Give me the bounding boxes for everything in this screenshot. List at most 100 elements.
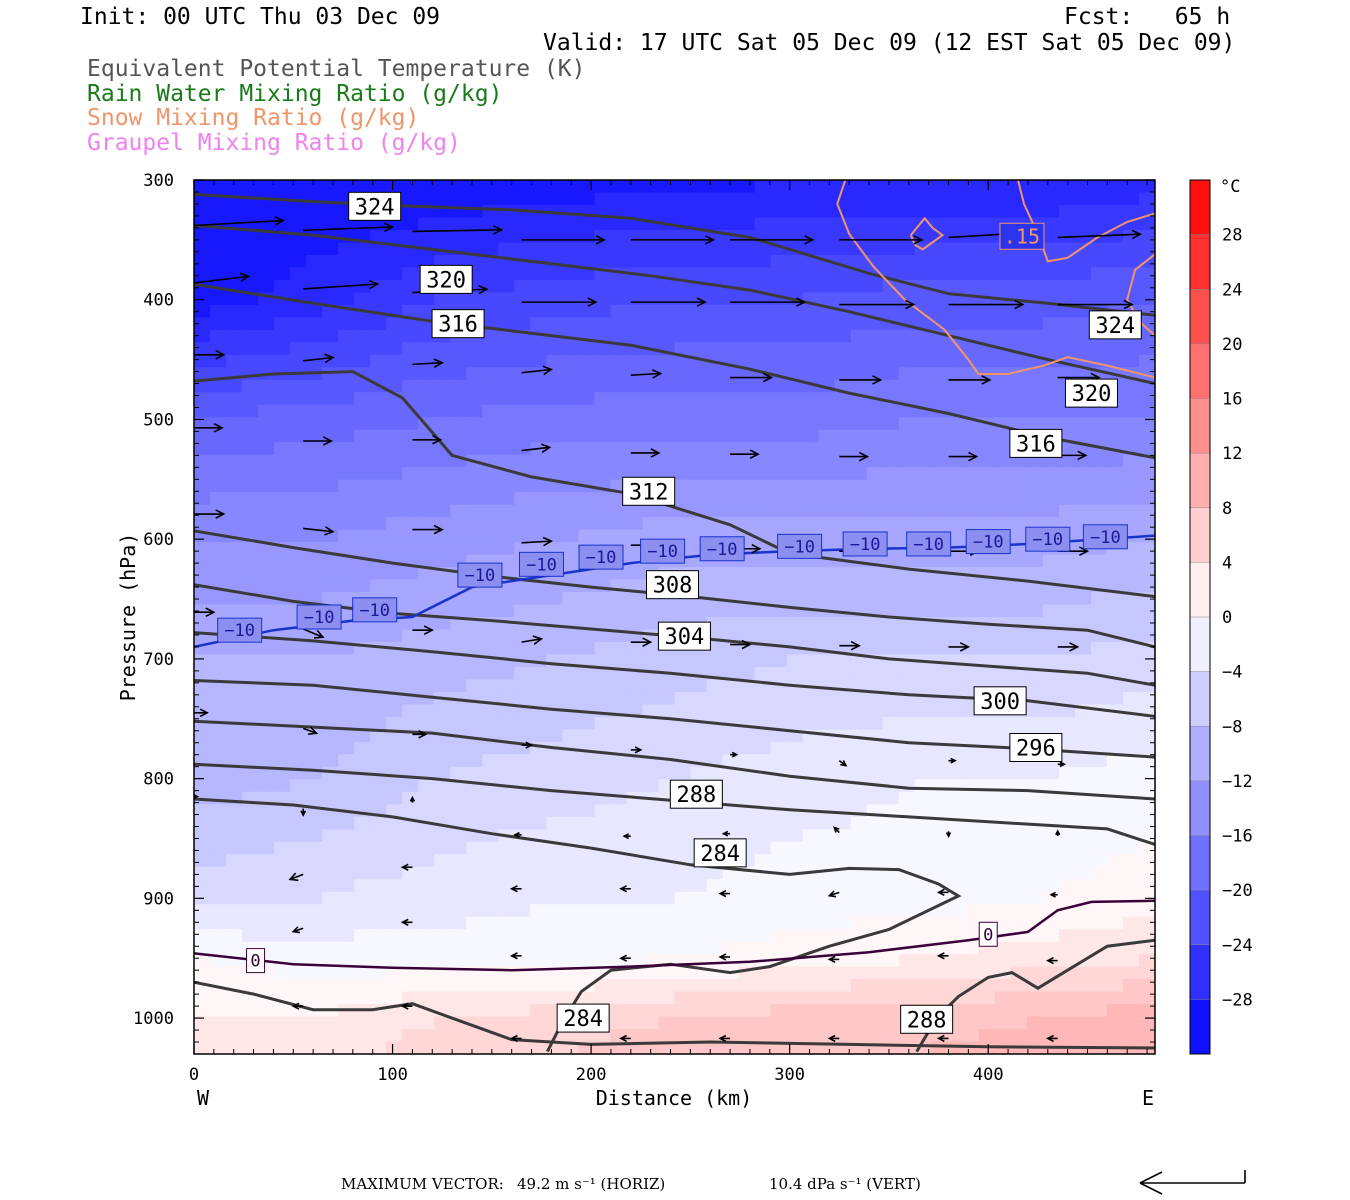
temperature-cell (242, 1029, 259, 1043)
temperature-cell (514, 592, 531, 606)
temperature-cell (258, 979, 275, 993)
temperature-cell (930, 204, 948, 219)
temperature-cell (322, 1029, 339, 1043)
temperature-cell (786, 304, 804, 318)
temperature-cell (354, 329, 371, 343)
temperature-cell (226, 392, 243, 406)
temperature-cell (658, 442, 676, 456)
temperature-cell (386, 229, 403, 244)
temperature-cell (722, 204, 740, 219)
theta-e-line-296 (194, 679, 1155, 759)
temperature-cell (322, 342, 339, 356)
temperature-cell (370, 479, 387, 493)
temperature-cell (482, 979, 499, 993)
temperature-cell (498, 629, 515, 643)
temperature-cell (610, 392, 628, 406)
temperature-cell (738, 791, 756, 805)
temperature-cell (898, 629, 916, 643)
temperature-cell (1010, 866, 1028, 880)
temperature-cell (562, 554, 579, 568)
colorbar-tick-label: −20 (1222, 881, 1253, 901)
temperature-cell (850, 891, 868, 905)
temperature-cell (386, 504, 403, 518)
temperature-cell (594, 804, 612, 818)
temperature-cell (386, 654, 403, 668)
temperature-cell (1042, 929, 1060, 943)
temperature-cell (194, 779, 211, 793)
init-label: Init: 00 UTC Thu 03 Dec 09 (80, 4, 441, 30)
temperature-cell (1106, 254, 1124, 268)
temperature-cell (242, 979, 259, 993)
wind-vector-head (936, 888, 945, 897)
temperature-cell (1010, 629, 1028, 643)
temperature-cell (914, 479, 932, 493)
temperature-cell (978, 317, 996, 331)
temperature-cell (562, 204, 579, 219)
temperature-cell (610, 592, 628, 606)
temperature-cell (1010, 529, 1028, 543)
temperature-cell (930, 629, 948, 643)
temperature-cell (1074, 829, 1092, 843)
temperature-cell (946, 192, 964, 206)
temperature-cell (402, 442, 419, 456)
max-vector-horiz: 49.2 m s⁻¹ (HORIZ) (517, 1175, 666, 1193)
temperature-cell (402, 342, 419, 356)
temperature-cell (626, 654, 644, 668)
temperature-cell (770, 467, 788, 481)
temperature-cell (786, 741, 804, 755)
temperature-cell (482, 929, 499, 943)
temperature-cell (946, 304, 964, 318)
temperature-cell (498, 679, 515, 693)
temperature-cell (578, 754, 596, 768)
temperature-cell (482, 367, 499, 381)
temperature-cell (834, 454, 852, 468)
temperature-cell (882, 966, 900, 980)
temperature-cell (690, 1016, 708, 1030)
temperature-cell (258, 829, 275, 843)
temperature-cell (1106, 429, 1124, 443)
wind-vector (521, 536, 554, 547)
temperature-cell (466, 879, 483, 893)
temperature-cell (610, 354, 628, 368)
temperature-cell (706, 504, 724, 518)
temperature-cell (338, 467, 355, 481)
temperature-cell (946, 379, 964, 393)
temperature-cell (1090, 841, 1108, 855)
temperature-cell (306, 941, 323, 955)
temperature-cell (1122, 891, 1140, 905)
temperature-cell (786, 492, 804, 506)
temperature-cell (642, 654, 660, 668)
temperature-cell (1026, 954, 1044, 968)
temperature-cell (418, 1029, 435, 1043)
colorbar-tick-label: 28 (1222, 226, 1242, 246)
temperature-cell (1106, 729, 1124, 743)
temperature-cell (674, 304, 692, 318)
temperature-cell (370, 504, 387, 518)
temperature-cell (402, 454, 419, 468)
temperature-cell (706, 492, 724, 506)
wind-vector-head (587, 297, 598, 307)
temperature-cell (386, 292, 403, 306)
temperature-cell (210, 641, 227, 656)
temperature-cell (482, 504, 499, 518)
temperature-cell (1090, 654, 1108, 668)
temperature-cell (754, 329, 772, 343)
temperature-cell (850, 417, 868, 431)
temperature-cell (834, 1004, 852, 1018)
wind-vector-head (1046, 1034, 1054, 1043)
temperature-cell (450, 891, 467, 905)
temperature-cell (802, 704, 820, 718)
temperature-cell (370, 429, 387, 443)
temperature-cell (338, 854, 355, 868)
isotherm-label-box (578, 544, 624, 570)
temperature-cell (770, 666, 788, 681)
temperature-cell (322, 417, 339, 431)
temperature-cell (802, 979, 820, 993)
temperature-cell (754, 342, 772, 356)
temperature-cell (978, 554, 996, 568)
temperature-cell (338, 1029, 355, 1043)
temperature-cell (722, 729, 740, 743)
colorbar-tick-label: 24 (1222, 280, 1242, 300)
temperature-cell (546, 979, 563, 993)
temperature-cell (354, 367, 371, 381)
